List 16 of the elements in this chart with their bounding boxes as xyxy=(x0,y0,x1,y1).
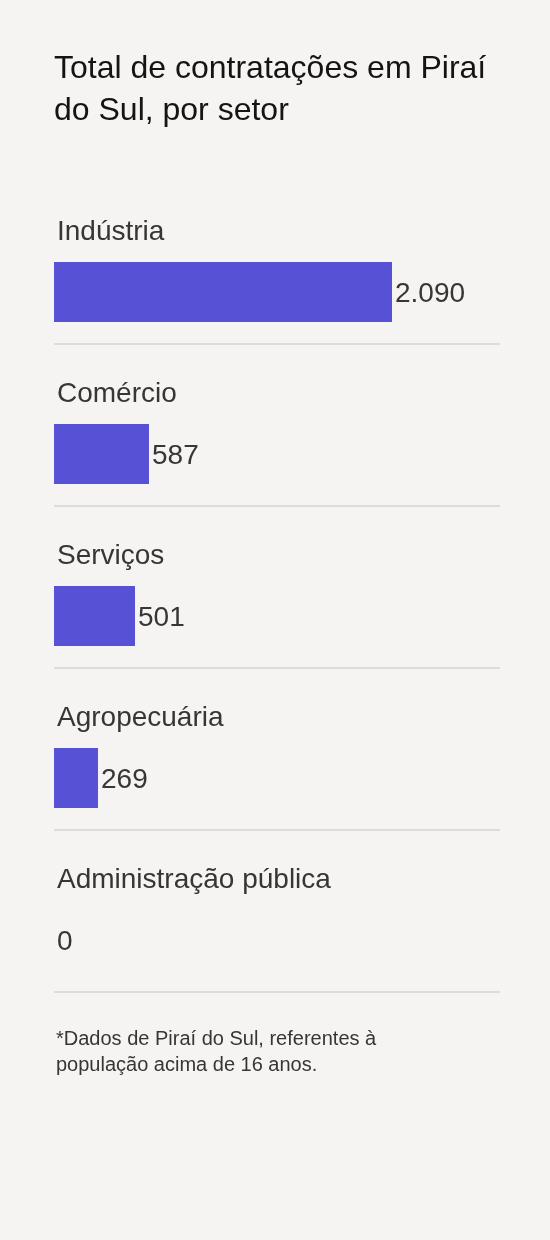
y-tick-label: Administração pública xyxy=(57,862,332,894)
bar xyxy=(54,262,392,322)
bar xyxy=(54,424,149,484)
annotation: *Dados de Piraí do Sul, referentes à população acima de 16 anos. xyxy=(56,1027,378,1075)
data-label: 269 xyxy=(101,762,148,794)
data-label: 587 xyxy=(152,438,199,470)
data-label: 501 xyxy=(138,600,185,632)
y-tick-label: Serviços xyxy=(57,538,165,570)
data-label: 2.090 xyxy=(395,276,466,308)
data-label: 0 xyxy=(57,924,73,956)
y-tick-label: Indústria xyxy=(57,214,165,246)
bar xyxy=(54,748,98,808)
bar xyxy=(54,586,135,646)
chart-title: Total de contratações em Piraí do Sul, por setor xyxy=(54,49,487,127)
y-tick-label: Agropecuária xyxy=(57,700,224,732)
y-tick-label: Comércio xyxy=(57,376,177,408)
